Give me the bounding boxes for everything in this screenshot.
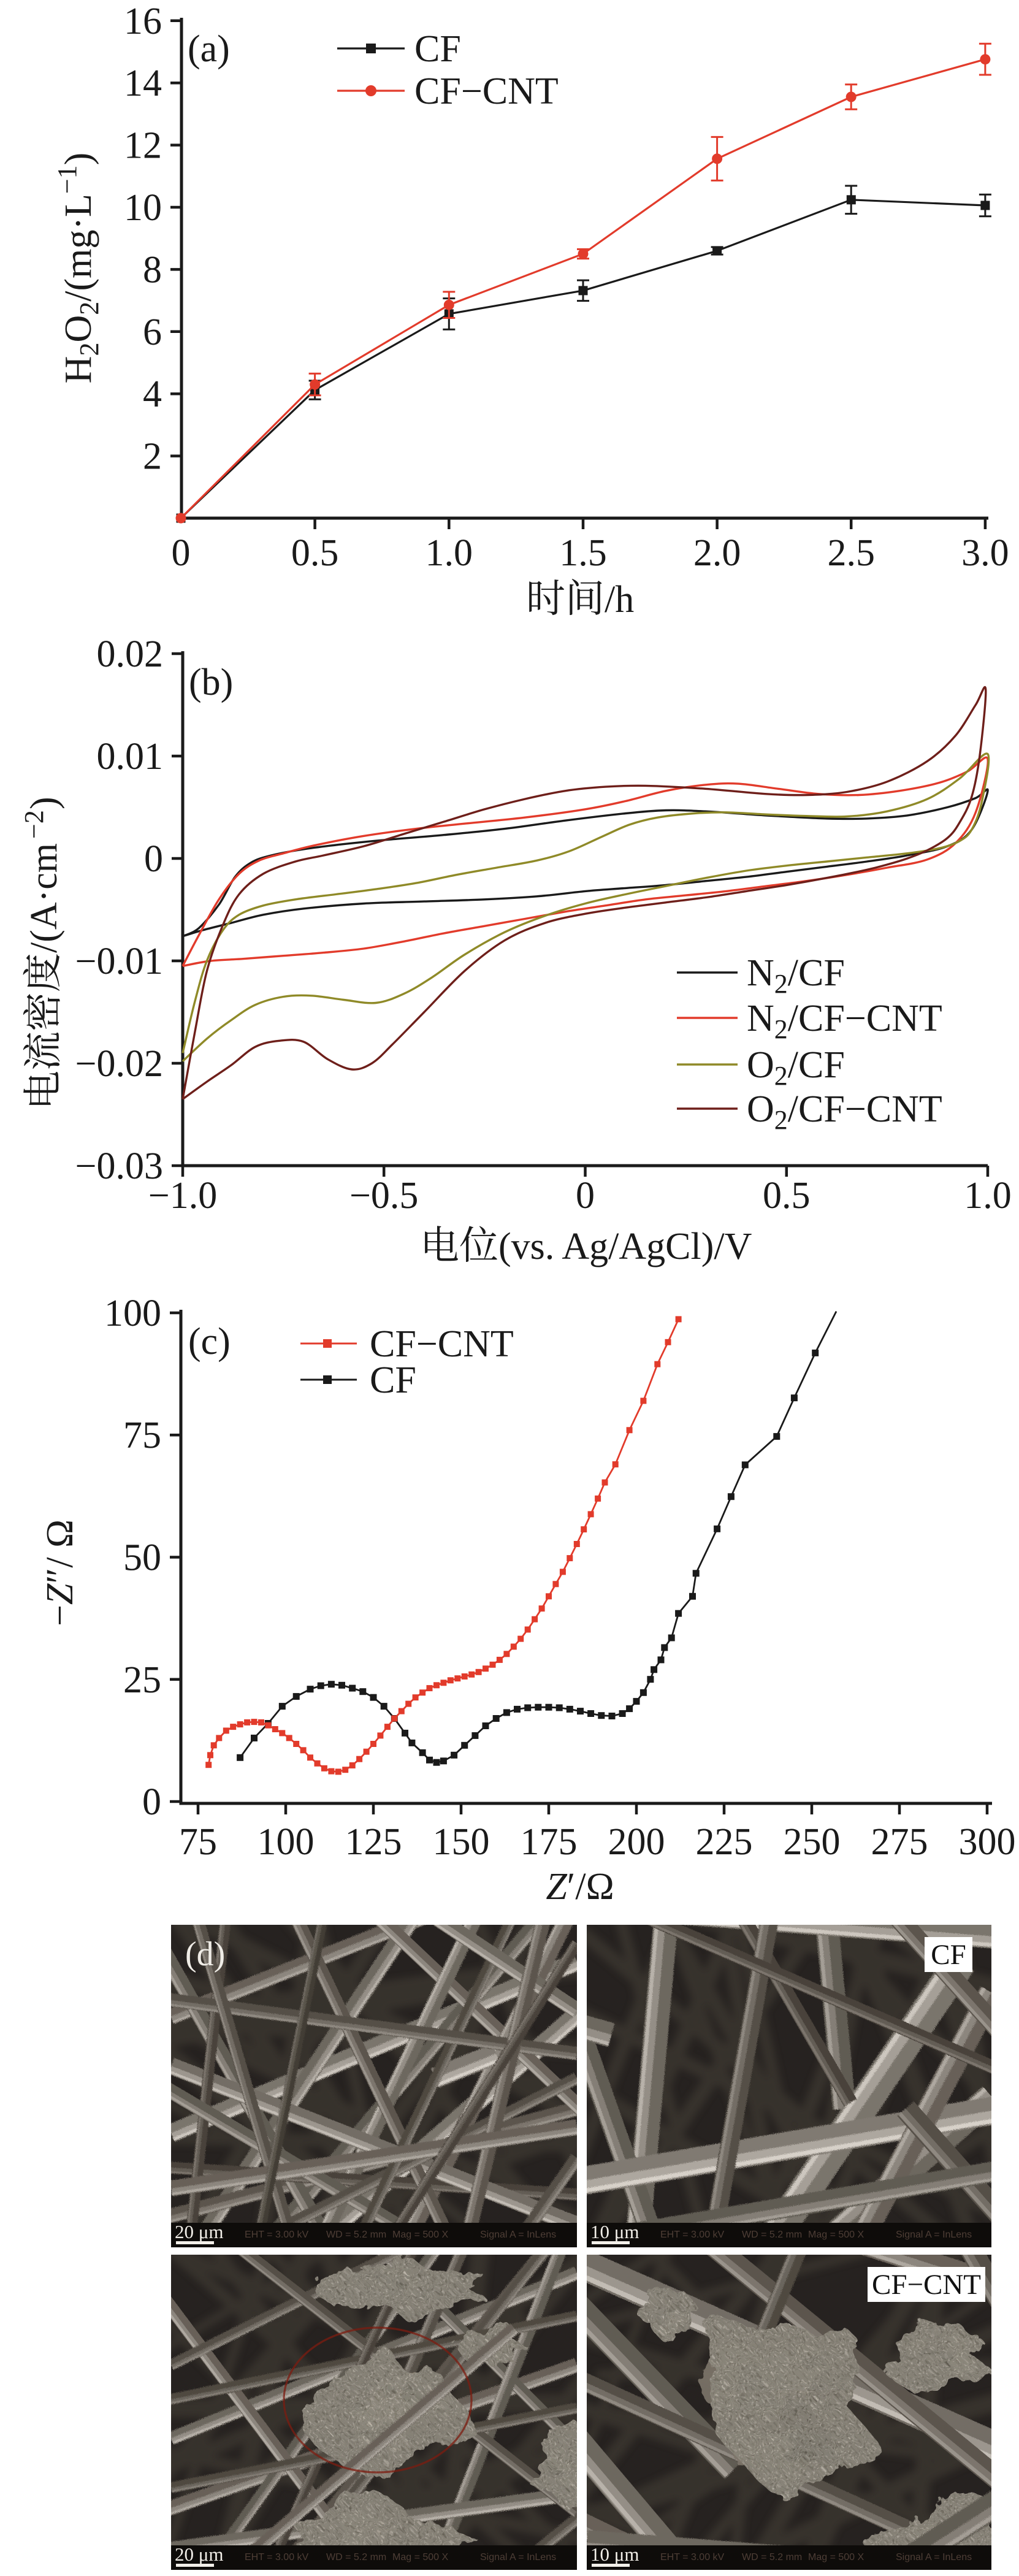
svg-text:(a): (a) [188, 28, 230, 70]
svg-text:O2/CF: O2/CF [747, 1044, 845, 1091]
svg-text:125: 125 [345, 1821, 402, 1863]
svg-text:Z′/Ω: Z′/Ω [546, 1866, 614, 1908]
svg-text:N2/CF−CNT: N2/CF−CNT [747, 998, 942, 1044]
svg-text:N2/CF: N2/CF [747, 952, 845, 999]
svg-text:100: 100 [258, 1821, 315, 1863]
svg-text:−Z″/ Ω: −Z″/ Ω [39, 1519, 81, 1626]
svg-text:3.0: 3.0 [961, 532, 1009, 574]
svg-text:(d): (d) [185, 1935, 225, 1973]
svg-text:CF−CNT: CF−CNT [370, 1323, 514, 1365]
svg-text:75: 75 [179, 1821, 217, 1863]
svg-text:): ) [23, 797, 65, 809]
svg-text:4: 4 [143, 373, 162, 415]
svg-text:EHT = 3.00 kV: EHT = 3.00 kV [245, 2230, 309, 2240]
svg-text:0: 0 [576, 1175, 595, 1217]
svg-text:(vs. Ag/AgCl)/V: (vs. Ag/AgCl)/V [498, 1226, 752, 1267]
svg-text:0: 0 [142, 1781, 161, 1823]
svg-text:10 μm: 10 μm [590, 2221, 639, 2242]
svg-text:Mag = 500 X: Mag = 500 X [392, 2230, 449, 2240]
svg-text:CF: CF [931, 1939, 966, 1971]
svg-text:WD = 5.2 mm: WD = 5.2 mm [326, 2552, 386, 2563]
svg-text:225: 225 [696, 1821, 753, 1863]
svg-text:0: 0 [172, 532, 191, 574]
svg-text:100: 100 [104, 1293, 161, 1334]
svg-text:25: 25 [123, 1659, 161, 1701]
svg-text:CF−CNT: CF−CNT [414, 71, 559, 112]
svg-text:−0.02: −0.02 [75, 1043, 163, 1085]
svg-text:0.5: 0.5 [291, 532, 339, 574]
svg-text:WD = 5.2 mm: WD = 5.2 mm [742, 2552, 802, 2563]
svg-text:−2: −2 [19, 810, 49, 839]
svg-text:10 μm: 10 μm [590, 2544, 639, 2565]
svg-text:275: 275 [871, 1821, 928, 1863]
svg-text:200: 200 [608, 1821, 665, 1863]
svg-text:/h: /h [605, 579, 634, 621]
svg-text:8: 8 [143, 249, 162, 291]
svg-text:WD = 5.2 mm: WD = 5.2 mm [326, 2230, 386, 2240]
svg-text:Signal A = InLens: Signal A = InLens [480, 2552, 556, 2563]
svg-text:50: 50 [123, 1537, 161, 1579]
svg-text:0.02: 0.02 [97, 633, 164, 675]
svg-text:−1.0: −1.0 [148, 1175, 217, 1217]
svg-text:CF: CF [370, 1359, 416, 1401]
svg-text:1.0: 1.0 [964, 1175, 1012, 1217]
svg-text:1.5: 1.5 [559, 532, 607, 574]
svg-text:14: 14 [124, 63, 162, 104]
svg-text:1.0: 1.0 [426, 532, 473, 574]
svg-text:300: 300 [959, 1821, 1016, 1863]
svg-text:Mag = 500 X: Mag = 500 X [808, 2552, 864, 2563]
svg-text:250: 250 [784, 1821, 841, 1863]
svg-text:−0.5: −0.5 [349, 1175, 418, 1217]
svg-text:O2/CF−CNT: O2/CF−CNT [747, 1088, 942, 1135]
svg-text:CF: CF [414, 28, 461, 70]
svg-text:EHT = 3.00 kV: EHT = 3.00 kV [660, 2230, 725, 2240]
svg-text:Signal A = InLens: Signal A = InLens [896, 2230, 972, 2240]
svg-text:H2O2/(mg·L−1): H2O2/(mg·L−1) [52, 153, 104, 384]
svg-text:EHT = 3.00 kV: EHT = 3.00 kV [660, 2552, 725, 2563]
svg-text:−0.03: −0.03 [75, 1145, 163, 1187]
svg-text:2: 2 [143, 436, 162, 478]
svg-text:2.0: 2.0 [693, 532, 741, 574]
svg-text:−0.01: −0.01 [75, 941, 163, 982]
svg-text:20 μm: 20 μm [175, 2544, 223, 2565]
svg-text:CF−CNT: CF−CNT [872, 2269, 981, 2301]
svg-text:EHT = 3.00 kV: EHT = 3.00 kV [245, 2552, 309, 2563]
svg-text:16: 16 [124, 1, 162, 42]
svg-text:150: 150 [433, 1821, 490, 1863]
svg-text:Signal A = InLens: Signal A = InLens [896, 2552, 972, 2563]
svg-text:0: 0 [144, 838, 163, 880]
svg-text:2.5: 2.5 [827, 532, 875, 574]
svg-text:Mag = 500 X: Mag = 500 X [808, 2230, 864, 2240]
svg-text:0.01: 0.01 [97, 736, 164, 778]
svg-text:12: 12 [124, 125, 162, 167]
svg-text:(b): (b) [189, 662, 233, 703]
svg-text:75: 75 [123, 1415, 161, 1456]
svg-text:0.5: 0.5 [763, 1175, 811, 1217]
svg-text:6: 6 [143, 311, 162, 353]
svg-text:WD = 5.2 mm: WD = 5.2 mm [742, 2230, 802, 2240]
svg-text:20 μm: 20 μm [175, 2221, 223, 2242]
svg-text:Signal A = InLens: Signal A = InLens [480, 2230, 556, 2240]
svg-text:/(A·cm: /(A·cm [23, 843, 65, 953]
svg-text:Mag = 500 X: Mag = 500 X [392, 2552, 449, 2563]
svg-text:10: 10 [124, 187, 162, 229]
svg-text:175: 175 [521, 1821, 578, 1863]
svg-text:(c): (c) [188, 1321, 231, 1363]
